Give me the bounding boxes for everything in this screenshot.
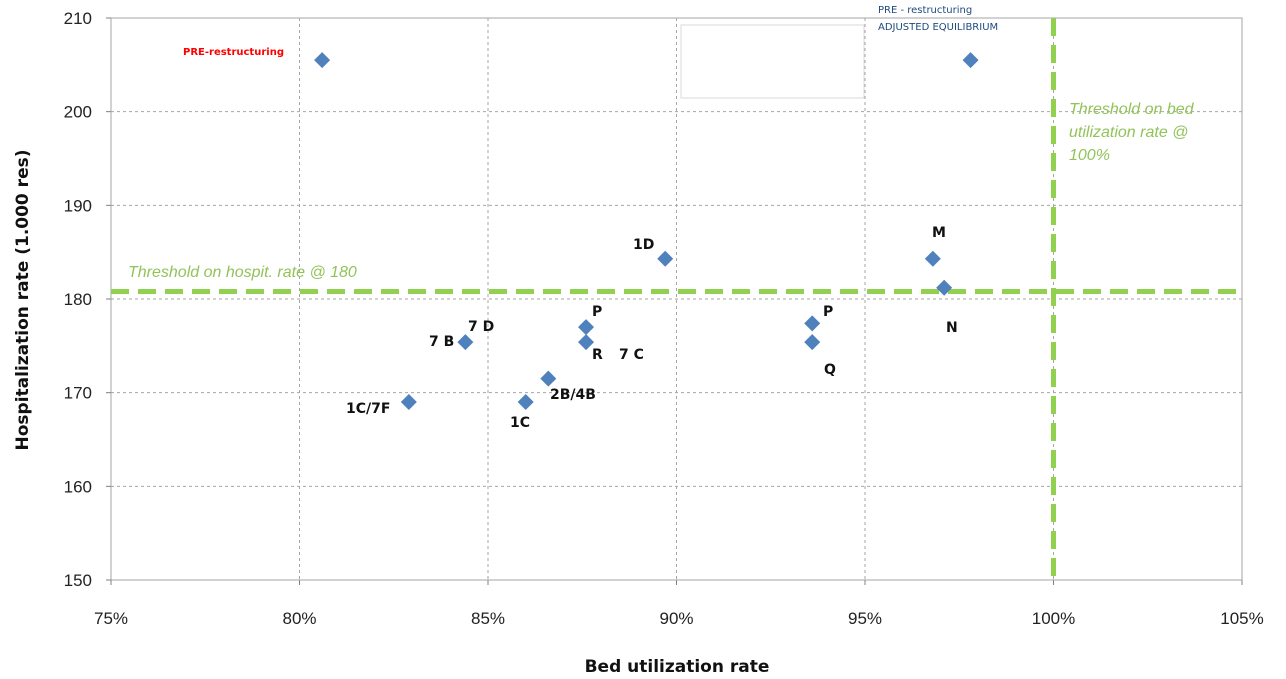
point-label-2b4b: 2B/4B bbox=[550, 387, 596, 403]
bed-threshold-label-line3: 100% bbox=[1069, 147, 1110, 164]
data-point-r bbox=[578, 334, 595, 351]
x-tick-label: 85% bbox=[471, 609, 505, 628]
x-axis-title: Bed utilization rate bbox=[585, 657, 770, 677]
data-point-q bbox=[804, 334, 821, 351]
data-point-pre-restructuring bbox=[314, 52, 331, 69]
point-label-n: N bbox=[946, 320, 958, 336]
data-point-m bbox=[924, 250, 941, 267]
threshold-lines bbox=[111, 18, 1242, 580]
y-tick-label: 200 bbox=[64, 103, 92, 122]
x-tick-label: 95% bbox=[848, 609, 882, 628]
point-label-r: R bbox=[592, 347, 603, 363]
data-point-pre-restructuring-adjusted-equilibrium bbox=[962, 52, 979, 69]
y-tick-label: 190 bbox=[64, 196, 92, 215]
point-label-7d: 7 D bbox=[468, 319, 494, 335]
bed-threshold-label-line1: Threshold on bed bbox=[1069, 101, 1195, 118]
data-point-p bbox=[804, 315, 821, 332]
point-label-1d: 1D bbox=[633, 237, 654, 253]
hospit-threshold-label: Threshold on hospit. rate @ 180 bbox=[128, 264, 357, 281]
y-tick-label: 180 bbox=[64, 290, 92, 309]
y-tick-label: 210 bbox=[64, 9, 92, 28]
data-point-p bbox=[578, 319, 595, 336]
data-point-1c bbox=[517, 394, 534, 411]
axis-ticks: 75% 80% 85% 90% 95% 100% 105% 150 160 170 180 190 20… bbox=[64, 9, 1264, 628]
data-point-7-b-7-d bbox=[457, 334, 474, 351]
point-label-pre-adjusted-1: PRE - restructuring bbox=[878, 5, 972, 16]
point-label-p2: P bbox=[823, 304, 833, 320]
data-point-2b-4b bbox=[540, 370, 557, 387]
bed-threshold-label-line2: utilization rate @ bbox=[1069, 124, 1188, 141]
legend-box bbox=[680, 24, 865, 99]
point-label-m: M bbox=[932, 225, 946, 241]
y-tick-label: 160 bbox=[64, 477, 92, 496]
x-tick-label: 100% bbox=[1032, 609, 1075, 628]
y-axis-title: Hospitalization rate (1.000 res) bbox=[13, 150, 33, 451]
x-tick-label: 75% bbox=[94, 609, 128, 628]
point-label-7c: 7 C bbox=[619, 347, 644, 363]
point-label-pre-restructuring: PRE-restructuring bbox=[183, 47, 284, 58]
data-point-1c-7f bbox=[400, 394, 417, 411]
data-point-n bbox=[936, 279, 953, 296]
point-label-p1: P bbox=[592, 304, 602, 320]
x-tick-label: 80% bbox=[282, 609, 316, 628]
data-point-1d bbox=[657, 250, 674, 267]
y-tick-label: 150 bbox=[64, 571, 92, 590]
point-label-1c7f: 1C/7F bbox=[346, 401, 390, 417]
point-label-pre-adjusted-2: ADJUSTED EQUILIBRIUM bbox=[878, 22, 998, 33]
x-tick-label: 90% bbox=[659, 609, 693, 628]
x-tick-label: 105% bbox=[1220, 609, 1263, 628]
point-label-q: Q bbox=[824, 362, 836, 378]
point-label-7b: 7 B bbox=[429, 334, 454, 350]
point-label-1c: 1C bbox=[510, 415, 530, 431]
data-points bbox=[314, 52, 979, 411]
y-tick-label: 170 bbox=[64, 384, 92, 403]
